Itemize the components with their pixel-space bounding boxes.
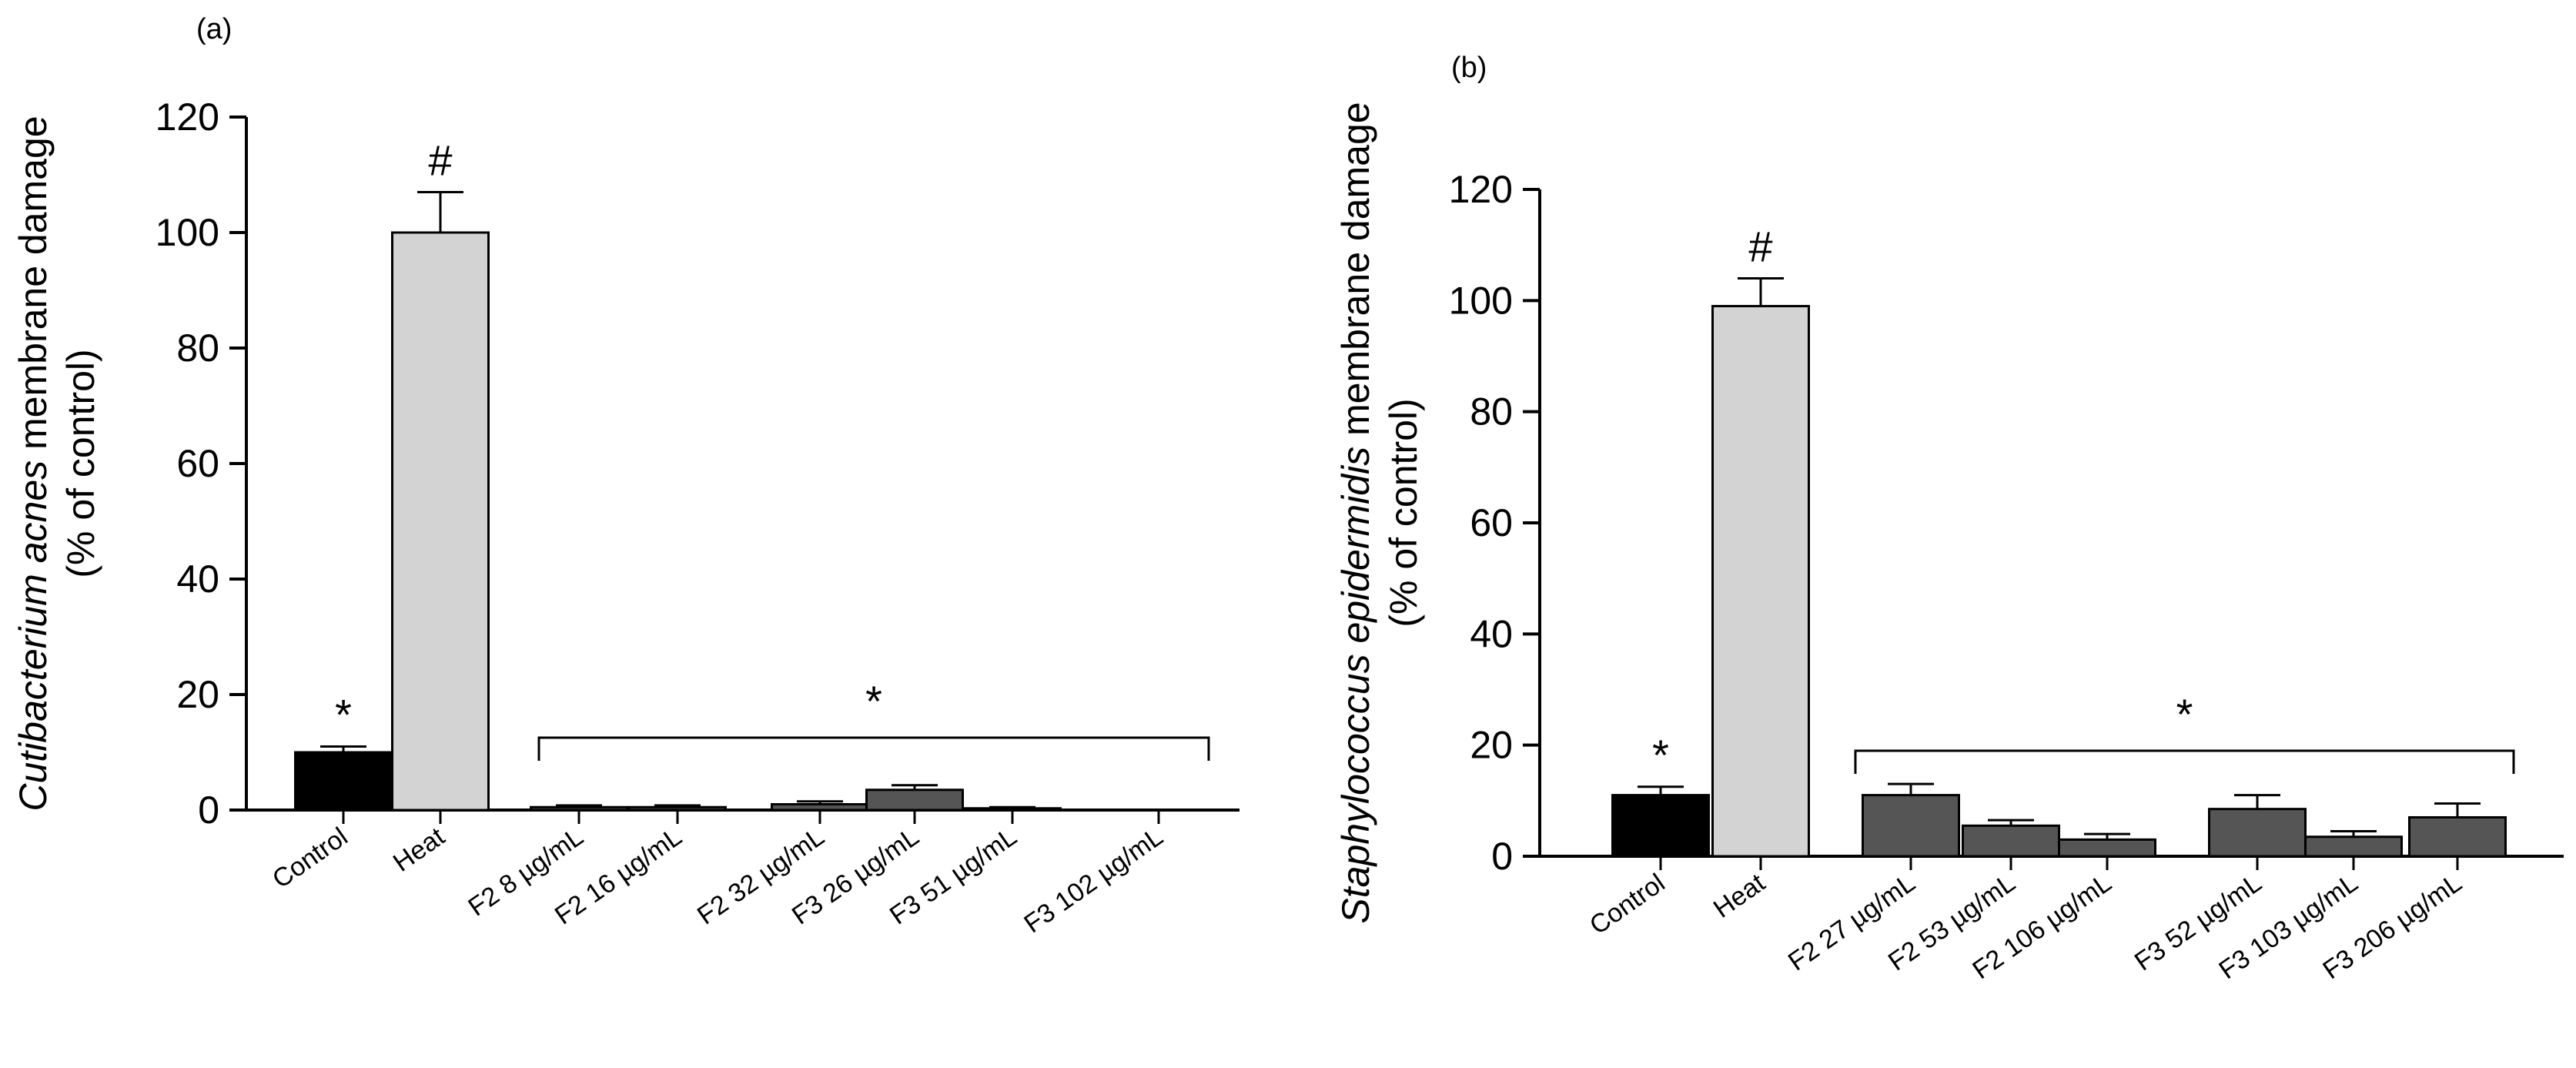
panel-a-bar: [963, 807, 1062, 812]
panel-a-y-tick-label: 0: [198, 788, 219, 832]
panel-b-bar: [1711, 305, 1810, 858]
panel-a-significance-marker: #: [428, 136, 452, 185]
panel-b-y-axis-title: Staphylococcus epidermidis membrane dama…: [1334, 102, 1377, 923]
panel-b-y-axis-title-species: Staphylococcus epidermidis: [1334, 447, 1377, 924]
panel-a-bar: [628, 805, 727, 812]
panel-a-bar: [530, 805, 628, 812]
panel-a-x-tick-label: F3 102 µg/mL: [1019, 822, 1168, 939]
panel-a-significance-marker: *: [335, 691, 352, 739]
panel-b-y-tick-label: 120: [1449, 168, 1513, 211]
panel-b-y-tick-label: 20: [1470, 724, 1513, 767]
panel-a-y-axis-title-rest: membrane damage: [12, 116, 55, 460]
panel-a-bar: [865, 788, 964, 812]
panel-a-bar: [771, 803, 869, 812]
panel-b-y-tick-label: 100: [1449, 279, 1513, 322]
panel-a: (a) 0 20 40 60 80 100 120 Cutibacterium acnes me…: [12, 13, 1239, 939]
panel-a-bar: [294, 751, 393, 812]
panel-b-bar: [2408, 815, 2507, 858]
panel-a-y-tick-label: 80: [176, 326, 219, 370]
panel-a-y-tick-label: 60: [176, 442, 219, 485]
panel-b-bar: [2208, 808, 2307, 858]
panel-b-bar: [2304, 835, 2403, 858]
panel-b-significance-marker: #: [1748, 222, 1772, 270]
panel-b-y-axis-title-rest: membrane damage: [1334, 102, 1377, 446]
panel-b-x-tick-label: Control: [1584, 868, 1671, 940]
panel-b-label: (b): [1451, 52, 1487, 84]
panel-b-bracket: [1854, 749, 2515, 774]
panel-b-y-tick-label: 60: [1470, 501, 1513, 544]
panel-a-y-tick-label: 100: [156, 211, 219, 254]
panel-a-y-tick-label: 120: [156, 95, 219, 139]
panel-b-bar: [2058, 838, 2156, 858]
panel-a-y-axis-title-species: Cutibacterium acnes: [12, 460, 55, 812]
panel-b-bracket-marker: *: [2176, 690, 2193, 738]
panel-a-y-axis-title-line2: (% of control): [59, 349, 102, 578]
panel-b-y-tick-label: 80: [1470, 390, 1513, 434]
panel-b-bar: [1611, 794, 1710, 858]
panel-a-bar: [391, 231, 490, 812]
panel-b-bar: [1862, 794, 1960, 858]
panel-a-y-axis-title: Cutibacterium acnes membrane damage: [12, 116, 55, 811]
panel-b-bar: [1962, 824, 2060, 858]
panel-b-x-tick-label: Heat: [1708, 868, 1771, 924]
panel-a-bracket: [537, 736, 1210, 761]
panel-b-y-tick-label: 0: [1491, 835, 1513, 878]
panel-a-x-tick-label: Control: [267, 822, 353, 894]
panel-b-y-tick-label: 40: [1470, 612, 1513, 655]
panel-b: (b) 0 20 40 60 80 100 120 Staphylococcus epiderm…: [1334, 52, 2564, 985]
panel-a-bracket-marker: *: [865, 677, 882, 725]
panel-a-y-tick-label: 20: [176, 673, 219, 716]
panel-b-y-axis-title-line2: (% of control): [1382, 398, 1425, 627]
panel-b-significance-marker: *: [1652, 731, 1669, 779]
panel-a-label: (a): [196, 13, 232, 45]
panel-a-x-tick-label: Heat: [388, 822, 450, 878]
panel-a-y-tick-label: 40: [176, 557, 219, 601]
